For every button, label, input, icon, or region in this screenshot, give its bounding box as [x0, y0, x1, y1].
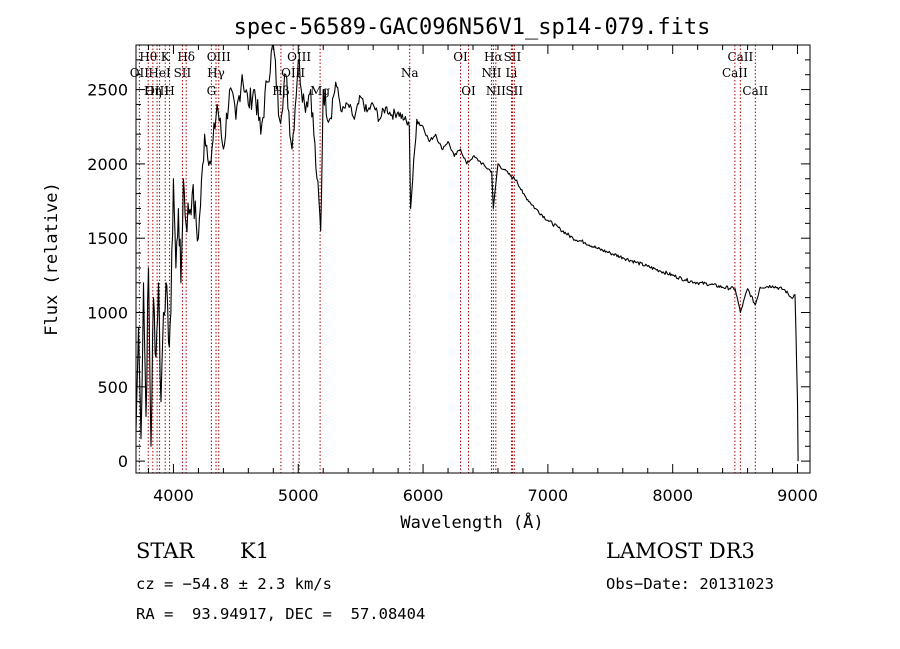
chart-title: spec-56589-GAC096N56V1_sp14-079.fits — [234, 15, 711, 40]
line-label: Hη — [144, 84, 162, 98]
x-tick-label: 4000 — [153, 486, 194, 505]
y-tick-label: 1500 — [87, 229, 128, 248]
line-label: OI — [461, 84, 476, 98]
line-label: Hα — [484, 50, 503, 64]
line-label: SII — [505, 84, 523, 98]
line-label: OI — [453, 50, 468, 64]
redshift-velocity: cz = −54.8 ± 2.3 km/s — [136, 575, 332, 593]
x-tick-label: 7000 — [528, 486, 569, 505]
line-label: Hθ — [139, 50, 157, 64]
line-label: Li — [506, 66, 518, 80]
line-label: CaII — [727, 50, 753, 64]
y-tick-label: 2000 — [87, 155, 128, 174]
obs-date: Obs−Date: 20131023 — [606, 575, 774, 593]
x-tick-label: 6000 — [403, 486, 444, 505]
line-label: CaII — [722, 66, 748, 80]
line-label: HeI — [148, 66, 171, 80]
y-tick-label: 2500 — [87, 81, 128, 100]
y-tick-label: 500 — [97, 378, 128, 397]
object-subclass: K1 — [240, 539, 269, 563]
line-label: OII — [130, 66, 150, 80]
x-axis-label: Wavelength (Å) — [400, 511, 543, 533]
line-label: SII — [504, 50, 522, 64]
y-tick-label: 1000 — [87, 304, 128, 323]
line-label: SII — [174, 66, 192, 80]
spectrum-line — [135, 44, 799, 462]
line-label: Mg — [310, 84, 330, 98]
line-label: NII — [486, 84, 506, 98]
y-axis: 0 500 1000 1500 2000 2500 — [87, 59, 810, 471]
line-label: G — [207, 84, 217, 98]
x-axis: 4000 5000 6000 7000 8000 9000 — [147, 45, 818, 505]
line-label: CaII — [742, 84, 768, 98]
line-label: Hγ — [207, 66, 225, 80]
object-class: STAR — [136, 539, 195, 563]
ra-dec: RA = 93.94917, DEC = 57.08404 — [136, 605, 425, 623]
x-tick-label: 8000 — [652, 486, 693, 505]
line-label: H — [164, 84, 174, 98]
x-tick-label: 9000 — [777, 486, 818, 505]
y-axis-label: Flux (relative) — [42, 182, 62, 336]
y-tick-label: 0 — [118, 452, 128, 471]
line-label: OIII — [207, 50, 231, 64]
line-label: NII — [481, 66, 501, 80]
spectrum-series — [135, 44, 799, 462]
line-label: K — [161, 50, 171, 64]
x-tick-label: 5000 — [278, 486, 319, 505]
line-label: Hδ — [177, 50, 195, 64]
survey-name: LAMOST DR3 — [606, 539, 755, 563]
line-label: OIII — [145, 84, 169, 98]
line-label: Na — [401, 66, 419, 80]
